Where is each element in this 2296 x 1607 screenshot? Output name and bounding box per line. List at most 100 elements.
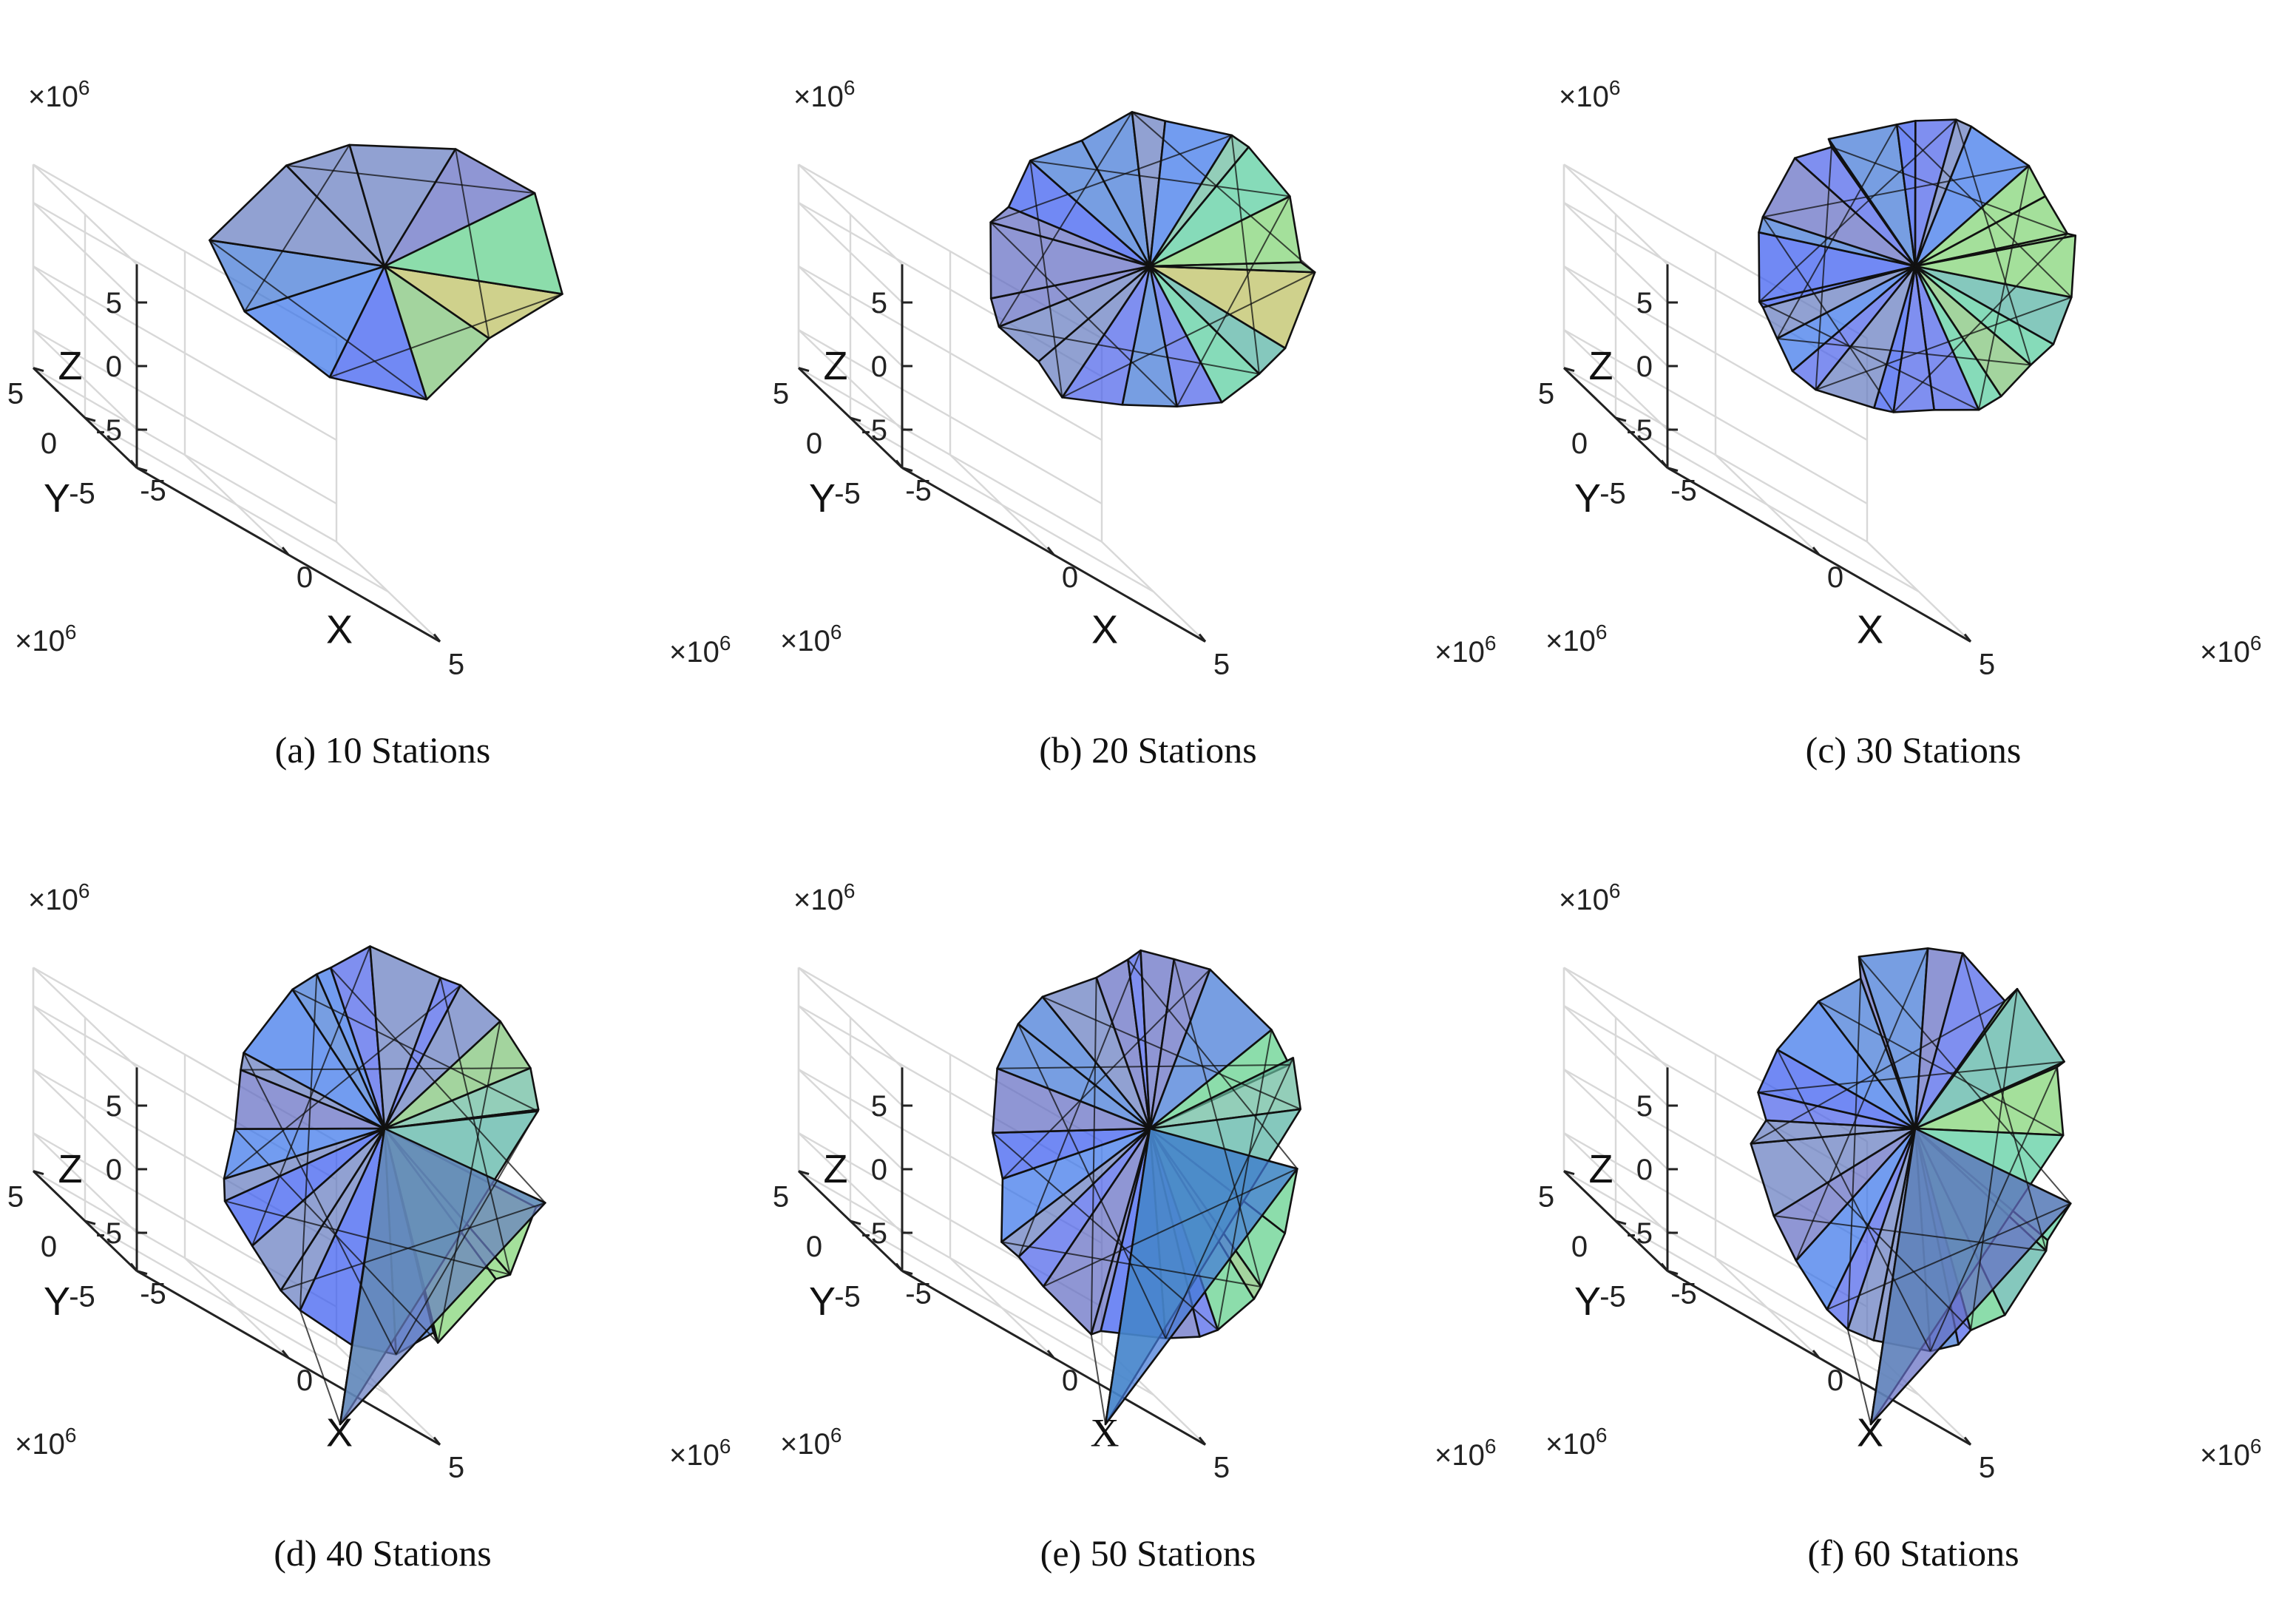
hull-edge <box>1776 1049 1931 1352</box>
panel-caption: (f) 60 Stations <box>1807 1532 2019 1574</box>
x-scale-multiplier: ×106 <box>1435 1435 1496 1472</box>
axis-line <box>129 1262 138 1272</box>
y-tick-label: 5 <box>773 378 789 410</box>
axis-line <box>1046 547 1055 556</box>
x-tick-label: -5 <box>140 1278 166 1310</box>
z-tick-label: 0 <box>106 1154 122 1186</box>
hull-edge <box>329 293 563 379</box>
y-tick-label: 0 <box>806 1231 822 1263</box>
hull-edge <box>1173 958 1262 1288</box>
y-tick-label: -5 <box>1599 1281 1626 1313</box>
axis-line <box>281 1350 290 1359</box>
hull-edge <box>439 977 511 1275</box>
hull-edge <box>1776 124 1897 339</box>
axis-line <box>798 367 810 373</box>
grid-line <box>33 967 138 1069</box>
convex-hull <box>1750 947 2072 1426</box>
hull-edge <box>1030 160 1290 197</box>
grid-line <box>1563 265 1868 441</box>
x-tick-label: 5 <box>1213 1452 1230 1484</box>
hull-edge <box>1176 195 1291 407</box>
hull-edge <box>1230 135 1260 374</box>
z-tick-label: 5 <box>106 287 122 319</box>
hull-edge <box>292 989 538 1112</box>
y-axis-label: Y <box>44 1279 70 1324</box>
x-tick-label: 0 <box>297 1364 313 1397</box>
x-axis-label: X <box>1091 608 1118 652</box>
hull-edge <box>1846 1329 1872 1425</box>
z-axis-label: Z <box>58 1147 83 1191</box>
z-tick-label: 5 <box>106 1090 122 1123</box>
z-tick-label: 5 <box>871 1090 887 1123</box>
x-tick-label: 0 <box>1827 1364 1843 1397</box>
hull-edge <box>1029 160 1063 398</box>
hull-edge <box>1929 1066 2058 1352</box>
z-tick-label: -5 <box>95 414 122 447</box>
hull-edge <box>243 1052 397 1355</box>
hull-edge <box>1962 953 2048 1251</box>
z-tick-label: 5 <box>1636 287 1653 319</box>
hull-edge <box>1815 146 1833 390</box>
x-axis-label: X <box>1091 1411 1120 1455</box>
grid-line <box>1563 1005 1668 1106</box>
panel-caption: (b) 20 Stations <box>1039 729 1257 771</box>
x-tick-label: -5 <box>140 475 166 507</box>
hull-edge <box>280 1202 546 1291</box>
grid-line <box>33 163 138 265</box>
chart-panel: 5 0 -5 5 0 -5 -5 0 5 Z Y X ×106 ×106 ×106 (b) 20 Statio… <box>765 0 1531 803</box>
hull-edge <box>395 1109 540 1355</box>
grid-line <box>798 1005 903 1106</box>
axis-line <box>136 467 148 473</box>
chart-panel: 5 0 -5 5 0 -5 -5 0 5 Z Y X ×106 ×106 ×106 (a) 10 Statio… <box>0 0 765 803</box>
x-axis-label: X <box>1857 1411 1883 1455</box>
axis-line <box>1615 416 1627 422</box>
chart-panel: 5 0 -5 5 0 -5 -5 0 5 Z Y X ×106 ×106 ×106 (e) 50 Statio… <box>765 803 1531 1606</box>
axis-line <box>84 1219 96 1225</box>
x-scale-multiplier: ×106 <box>2200 632 2261 669</box>
hull-edge <box>1762 216 1894 413</box>
z-tick-label: -5 <box>95 1217 122 1250</box>
grid-line <box>33 1170 337 1346</box>
panel-caption: (d) 40 Stations <box>274 1532 492 1574</box>
axis-line <box>901 467 913 473</box>
convex-hull <box>1758 118 2077 413</box>
chart-panel: 5 0 -5 5 0 -5 -5 0 5 Z Y X ×106 ×106 ×106 (c) 30 Statio… <box>1531 0 2296 803</box>
hull-edge <box>1090 977 1097 1335</box>
axis-line <box>1198 1436 1207 1446</box>
hull-edge <box>989 221 1178 407</box>
axis-line <box>1963 633 1972 643</box>
grid-line <box>33 201 337 378</box>
z-scale-multiplier: ×106 <box>28 879 89 916</box>
hull-edge <box>1758 1060 2065 1094</box>
hull-edge <box>286 164 535 194</box>
grid-line <box>1563 967 1668 1069</box>
grid-line <box>1615 1220 1920 1396</box>
hull-facet <box>383 192 563 295</box>
hull-edge <box>251 946 371 1246</box>
axis-line <box>281 547 290 556</box>
z-scale-multiplier: ×106 <box>28 76 89 113</box>
y-tick-label: 5 <box>1538 378 1554 410</box>
hull-edge <box>437 1021 501 1343</box>
hull-edge <box>992 1132 1219 1331</box>
axis-line <box>1615 1219 1627 1225</box>
hull-edge <box>1002 969 1211 1180</box>
convex-hull <box>992 949 1302 1426</box>
z-axis-label: Z <box>58 344 83 388</box>
panel-caption: (c) 30 Stations <box>1805 729 2022 771</box>
grid-line <box>33 1069 138 1170</box>
axis-line <box>33 1170 44 1176</box>
chart-panel: 5 0 -5 5 0 -5 -5 0 5 Z Y X ×106 ×106 ×106 (f) 60 Statio… <box>1531 803 2296 1606</box>
y-tick-label: 0 <box>41 427 57 460</box>
z-axis-label: Z <box>824 1147 848 1191</box>
x-tick-label: 5 <box>1979 649 1995 681</box>
convex-hull <box>223 945 546 1426</box>
z-axis-label: Z <box>1589 1147 1613 1191</box>
x-tick-label: 0 <box>1062 1364 1078 1397</box>
x-scale-multiplier: ×106 <box>669 1435 731 1472</box>
z-tick-label: 0 <box>106 351 122 383</box>
y-scale-multiplier: ×106 <box>1545 1424 1607 1461</box>
z-axis-label: Z <box>824 344 848 388</box>
